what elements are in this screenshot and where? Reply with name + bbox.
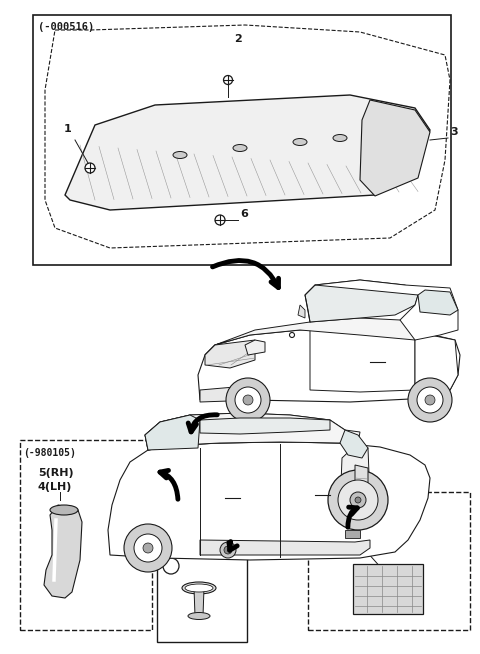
Circle shape [425, 395, 435, 405]
Bar [353, 564, 423, 614]
Bar [157, 554, 247, 642]
Polygon shape [360, 100, 430, 196]
Polygon shape [418, 290, 458, 315]
Text: 4(LH): 4(LH) [336, 534, 371, 544]
Text: 3: 3 [450, 127, 457, 137]
Polygon shape [415, 332, 458, 398]
Polygon shape [315, 280, 458, 340]
Ellipse shape [185, 584, 213, 592]
Bar [308, 492, 470, 630]
Ellipse shape [182, 582, 216, 594]
Ellipse shape [293, 139, 307, 145]
Polygon shape [45, 25, 450, 248]
Circle shape [215, 215, 225, 225]
Ellipse shape [50, 505, 78, 515]
Polygon shape [355, 465, 368, 492]
Text: 5(RH): 5(RH) [38, 468, 73, 478]
Text: 9: 9 [198, 564, 206, 577]
Polygon shape [340, 430, 368, 458]
Text: a: a [168, 562, 174, 570]
Circle shape [163, 558, 179, 574]
Polygon shape [298, 305, 305, 318]
Circle shape [143, 543, 153, 553]
Ellipse shape [188, 613, 210, 619]
Polygon shape [205, 340, 255, 368]
Circle shape [224, 546, 232, 554]
Polygon shape [310, 326, 415, 392]
Circle shape [243, 395, 253, 405]
Polygon shape [245, 340, 265, 355]
Circle shape [85, 163, 95, 173]
Ellipse shape [333, 135, 347, 141]
Text: 2: 2 [234, 34, 242, 44]
Polygon shape [305, 280, 418, 322]
Polygon shape [200, 385, 258, 402]
Polygon shape [44, 505, 82, 598]
Ellipse shape [173, 152, 187, 158]
Bar [345, 530, 360, 538]
Bar [20, 440, 152, 630]
Polygon shape [198, 328, 460, 402]
Polygon shape [145, 415, 200, 450]
Circle shape [355, 497, 361, 503]
Circle shape [350, 492, 366, 508]
Text: (980105-000516): (980105-000516) [311, 500, 399, 510]
Bar [33, 15, 451, 265]
Polygon shape [194, 588, 204, 616]
Circle shape [134, 534, 162, 562]
Polygon shape [145, 413, 360, 450]
Circle shape [408, 378, 452, 422]
Polygon shape [200, 540, 370, 555]
Circle shape [417, 387, 443, 413]
Text: 5(RH): 5(RH) [336, 520, 372, 530]
Circle shape [235, 387, 261, 413]
Polygon shape [200, 418, 330, 434]
Polygon shape [145, 413, 345, 450]
Ellipse shape [233, 145, 247, 152]
Polygon shape [108, 442, 430, 560]
Text: 6: 6 [240, 209, 248, 219]
Polygon shape [340, 443, 370, 520]
Circle shape [124, 524, 172, 572]
Circle shape [220, 542, 236, 558]
Text: (-000516): (-000516) [38, 22, 94, 32]
Circle shape [289, 332, 295, 337]
Circle shape [224, 75, 232, 84]
Polygon shape [205, 318, 420, 355]
Circle shape [226, 378, 270, 422]
Circle shape [328, 470, 388, 530]
Polygon shape [65, 95, 430, 210]
Circle shape [338, 480, 378, 520]
Text: 1: 1 [64, 124, 72, 134]
Text: 4(LH): 4(LH) [38, 482, 72, 492]
Text: (-980105): (-980105) [23, 448, 76, 458]
